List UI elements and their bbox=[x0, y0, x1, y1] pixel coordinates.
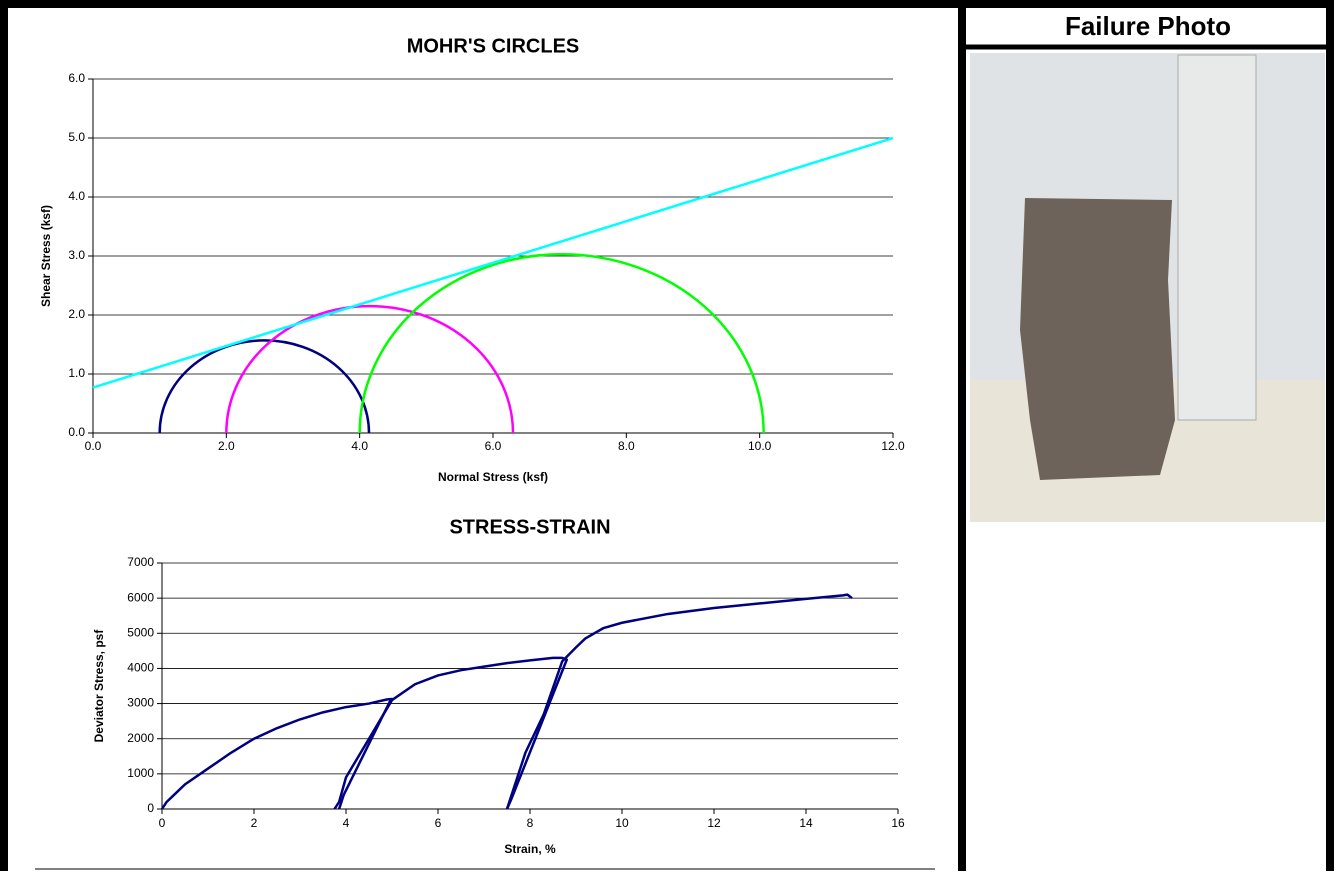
y-axis-label: Deviator Stress, psf bbox=[92, 629, 106, 743]
x-tick-label: 8.0 bbox=[618, 439, 635, 453]
x-tick-label: 2 bbox=[251, 816, 258, 830]
x-tick-label: 4 bbox=[343, 816, 350, 830]
y-tick-label: 3000 bbox=[127, 696, 154, 710]
failure-photo bbox=[970, 53, 1325, 522]
y-tick-label: 2000 bbox=[127, 731, 154, 745]
x-axis-label: Normal Stress (ksf) bbox=[438, 470, 548, 484]
chart-title: MOHR'S CIRCLES bbox=[407, 35, 580, 57]
x-axis-label: Strain, % bbox=[504, 842, 556, 856]
page: Failure Photo MOHR'S CIRCLES Normal Stres… bbox=[0, 0, 1334, 871]
x-tick-label: 6 bbox=[435, 816, 442, 830]
x-tick-label: 12.0 bbox=[881, 439, 905, 453]
x-tick-label: 6.0 bbox=[485, 439, 502, 453]
chart-title: STRESS-STRAIN bbox=[449, 516, 610, 538]
x-tick-label: 12 bbox=[707, 816, 721, 830]
x-tick-label: 16 bbox=[891, 816, 905, 830]
photo-ruler bbox=[1178, 55, 1256, 420]
y-tick-label: 1.0 bbox=[68, 366, 85, 380]
photo-sample bbox=[1020, 198, 1175, 480]
y-tick-label: 6.0 bbox=[68, 71, 85, 85]
y-tick-label: 3.0 bbox=[68, 248, 85, 262]
y-tick-label: 0.0 bbox=[68, 425, 85, 439]
y-tick-label: 6000 bbox=[127, 590, 154, 604]
x-tick-label: 10.0 bbox=[748, 439, 772, 453]
x-tick-label: 0.0 bbox=[85, 439, 102, 453]
x-tick-label: 4.0 bbox=[351, 439, 368, 453]
y-tick-label: 4.0 bbox=[68, 189, 85, 203]
y-tick-label: 5000 bbox=[127, 625, 154, 639]
y-axis-label: Shear Stress (ksf) bbox=[39, 205, 53, 307]
y-tick-label: 1000 bbox=[127, 766, 154, 780]
x-tick-label: 0 bbox=[159, 816, 166, 830]
x-tick-label: 10 bbox=[615, 816, 629, 830]
y-tick-label: 4000 bbox=[127, 661, 154, 675]
y-tick-label: 0 bbox=[147, 801, 154, 815]
y-tick-label: 2.0 bbox=[68, 307, 85, 321]
photo-title: Failure Photo bbox=[1065, 11, 1231, 41]
y-tick-label: 7000 bbox=[127, 555, 154, 569]
y-tick-label: 5.0 bbox=[68, 130, 85, 144]
x-tick-label: 2.0 bbox=[218, 439, 235, 453]
x-tick-label: 14 bbox=[799, 816, 813, 830]
x-tick-label: 8 bbox=[527, 816, 534, 830]
